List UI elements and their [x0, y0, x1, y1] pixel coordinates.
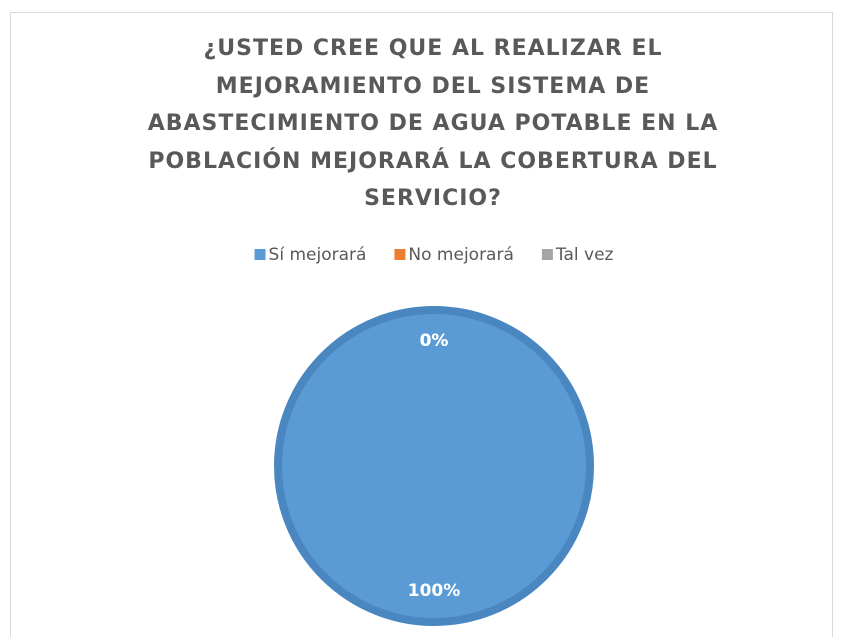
data-label: 0%: [420, 331, 449, 351]
legend-swatch: [541, 249, 553, 260]
data-label: 100%: [408, 581, 461, 601]
legend-label: No mejorará: [408, 245, 513, 265]
chart-frame: [10, 12, 833, 637]
legend-swatch: [254, 249, 266, 260]
data-label: 0%: [420, 331, 449, 351]
legend-label: Sí mejorará: [269, 245, 367, 265]
chart-title: ¿USTED CREE QUE AL REALIZAR EL MEJORAMIE…: [147, 36, 719, 211]
legend-label: Tal vez: [555, 245, 614, 265]
pie-slice: [274, 306, 594, 626]
legend-swatch: [394, 249, 406, 260]
